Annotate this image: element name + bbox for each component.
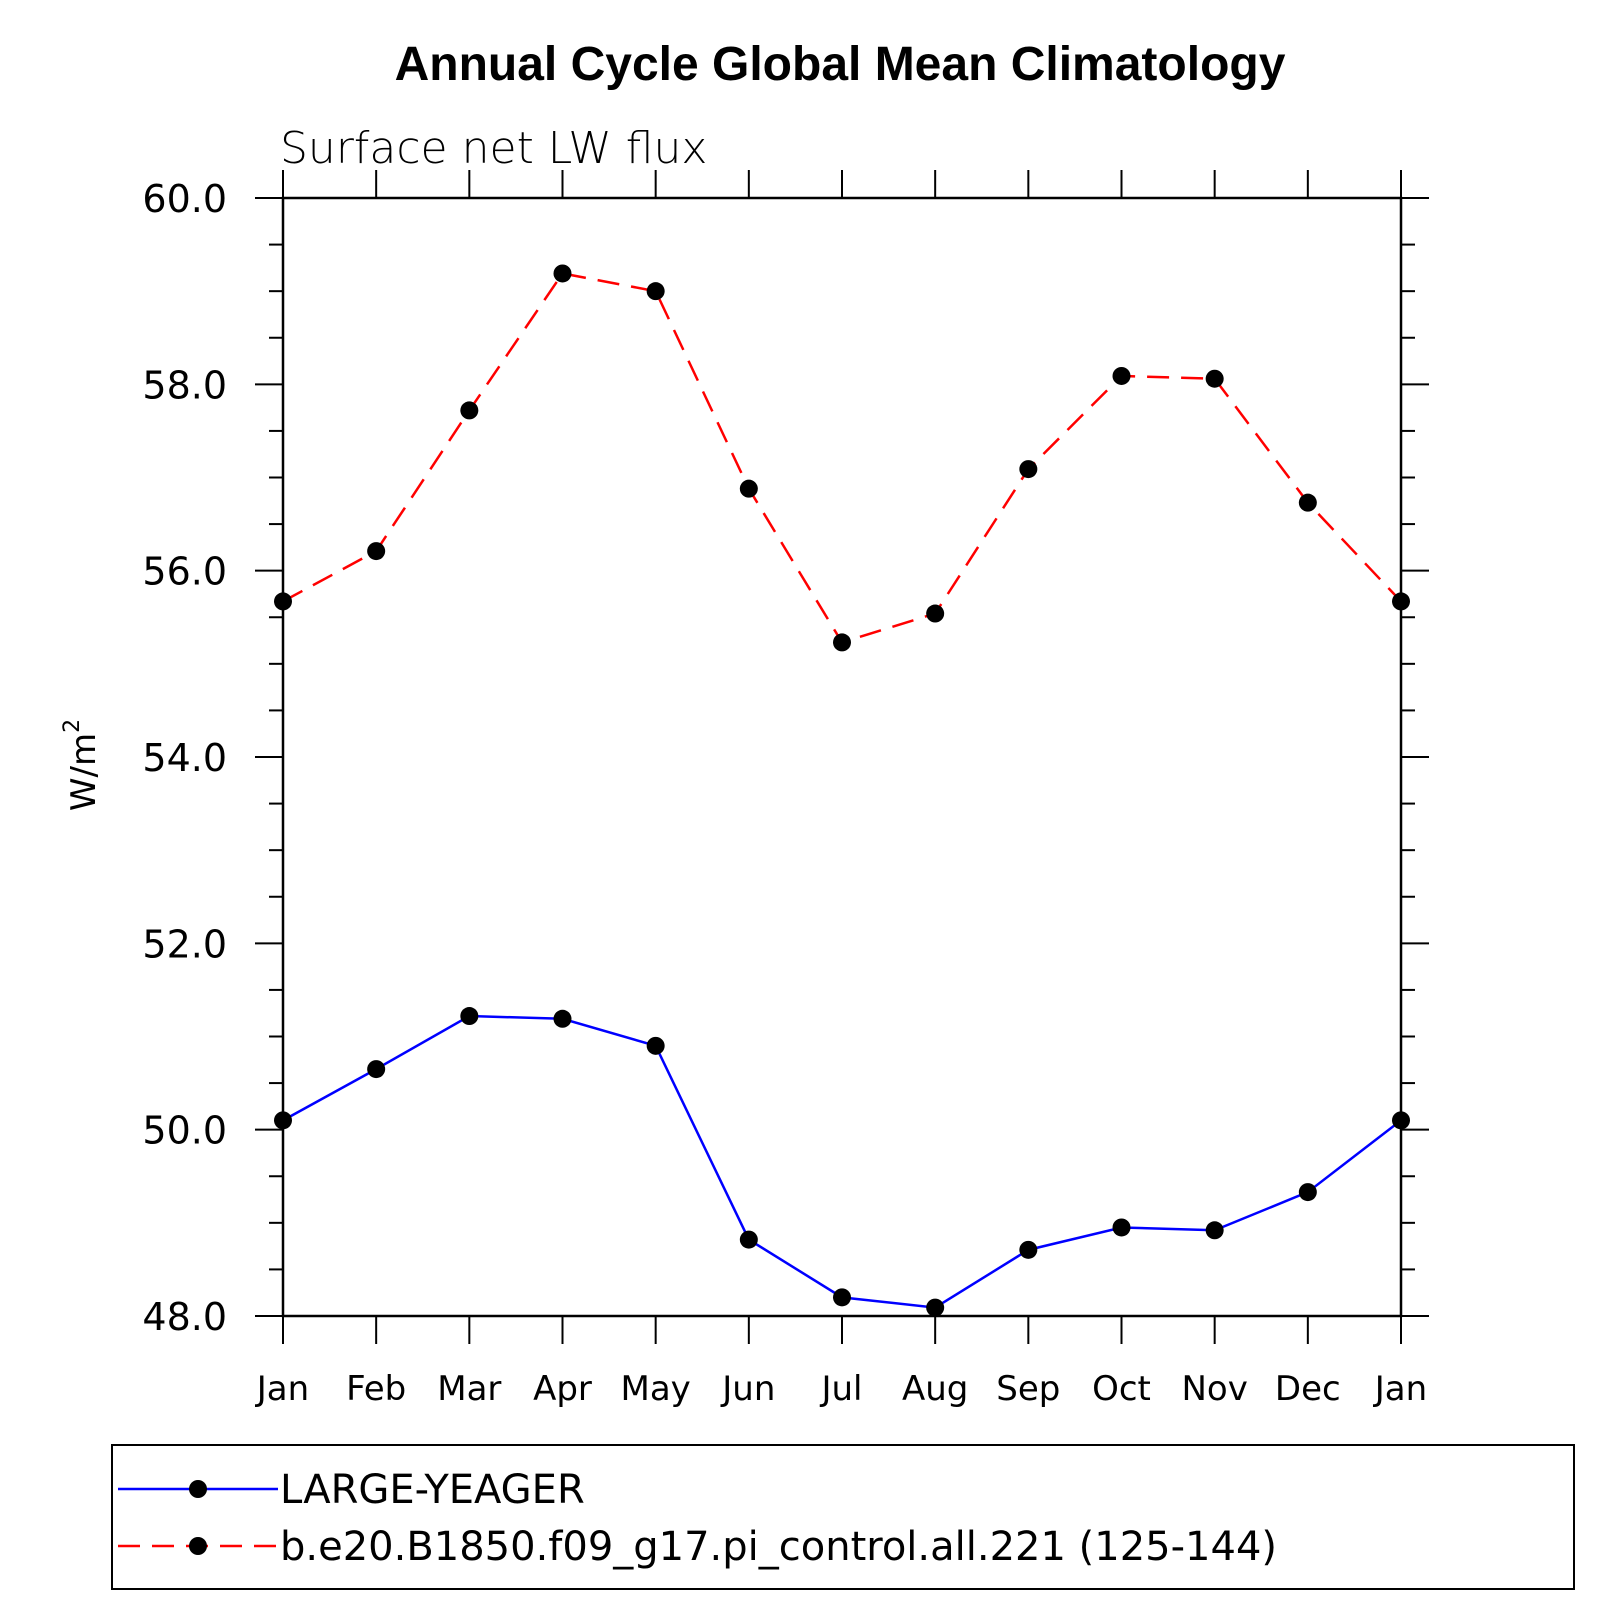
series-layer: [274, 264, 1410, 1317]
series-0-point: [1298, 1183, 1317, 1202]
legend-marker-large-yeager: [189, 1480, 207, 1498]
series-1-point: [739, 479, 758, 498]
chart-title: Annual Cycle Global Mean Climatology: [395, 38, 1286, 91]
legend: LARGE-YEAGER b.e20.B1850.f09_g17.pi_cont…: [111, 1444, 1575, 1590]
y-tick-label: 48.0: [142, 1295, 227, 1339]
x-tick-label: Mar: [437, 1369, 501, 1409]
series-0-point: [1205, 1221, 1224, 1240]
series-0-point: [1019, 1240, 1038, 1259]
y-tick-label: 56.0: [142, 550, 227, 594]
series-1-point: [1019, 460, 1038, 479]
y-axis-label-base: W/m: [64, 733, 104, 811]
series-1-point: [367, 542, 386, 561]
series-0-point: [646, 1036, 665, 1055]
series-1-point: [1205, 369, 1224, 388]
svg-text:W/m2: W/m2: [60, 719, 104, 811]
y-tick-label: 50.0: [142, 1109, 227, 1153]
y-axis-label: W/m2: [60, 719, 104, 811]
series-1-point: [460, 401, 479, 420]
series-1-point: [1392, 592, 1410, 611]
legend-label-pi-control: b.e20.B1850.f09_g17.pi_control.all.221 (…: [280, 1524, 1277, 1570]
series-0-point: [367, 1060, 386, 1079]
x-tick-label: Nov: [1181, 1369, 1247, 1409]
series-1-point: [646, 282, 665, 301]
series-0-point: [274, 1111, 292, 1130]
x-tick-label: Dec: [1275, 1369, 1341, 1409]
series-0-point: [1112, 1218, 1131, 1237]
series-line-1: [282, 272, 1402, 644]
series-1-point: [553, 264, 572, 283]
series-1-point: [833, 633, 851, 652]
y-tick-label: 60.0: [142, 177, 227, 221]
y-tick-label: 54.0: [142, 736, 227, 780]
y-tick-label: 58.0: [142, 363, 227, 407]
x-tick-label: Jan: [1373, 1369, 1427, 1409]
x-tick-labels: Jan Feb Mar Apr May Jun Jul Aug Sep Oct Nov Dec Jan: [255, 1369, 1427, 1409]
x-tick-label: Feb: [346, 1369, 406, 1409]
series-1-point: [1112, 366, 1131, 385]
x-tick-label: May: [621, 1369, 691, 1409]
series-1-point: [274, 592, 292, 611]
x-tick-label: Jul: [819, 1369, 862, 1409]
plot-frame: [281, 196, 1403, 1318]
series-line-0: [282, 1014, 1402, 1309]
series-0-point: [926, 1298, 945, 1317]
series-0-point: [833, 1288, 851, 1307]
chart-subtitle: Surface net LW flux: [280, 123, 707, 174]
series-0-point: [553, 1009, 572, 1028]
series-0-point: [1392, 1111, 1410, 1130]
plot-axes: [255, 170, 1429, 1344]
legend-label-large-yeager: LARGE-YEAGER: [280, 1467, 585, 1513]
y-tick-label: 52.0: [142, 922, 227, 966]
series-0-point: [739, 1230, 758, 1249]
x-tick-label: Apr: [533, 1369, 592, 1409]
series-0-point: [460, 1007, 479, 1026]
y-axis-label-superscript: 2: [60, 719, 85, 733]
legend-marker-pi-control: [189, 1537, 207, 1555]
y-tick-labels: 48.0 50.0 52.0 54.0 56.0 58.0 60.0: [142, 177, 227, 1339]
x-tick-label: Jun: [720, 1369, 775, 1409]
x-tick-label: Jan: [255, 1369, 309, 1409]
legend-box: [111, 1444, 1575, 1590]
series-1-point: [1298, 493, 1317, 512]
series-1-point: [926, 604, 945, 623]
x-tick-label: Aug: [902, 1369, 968, 1409]
x-tick-label: Sep: [996, 1369, 1060, 1409]
x-tick-label: Oct: [1092, 1369, 1151, 1409]
